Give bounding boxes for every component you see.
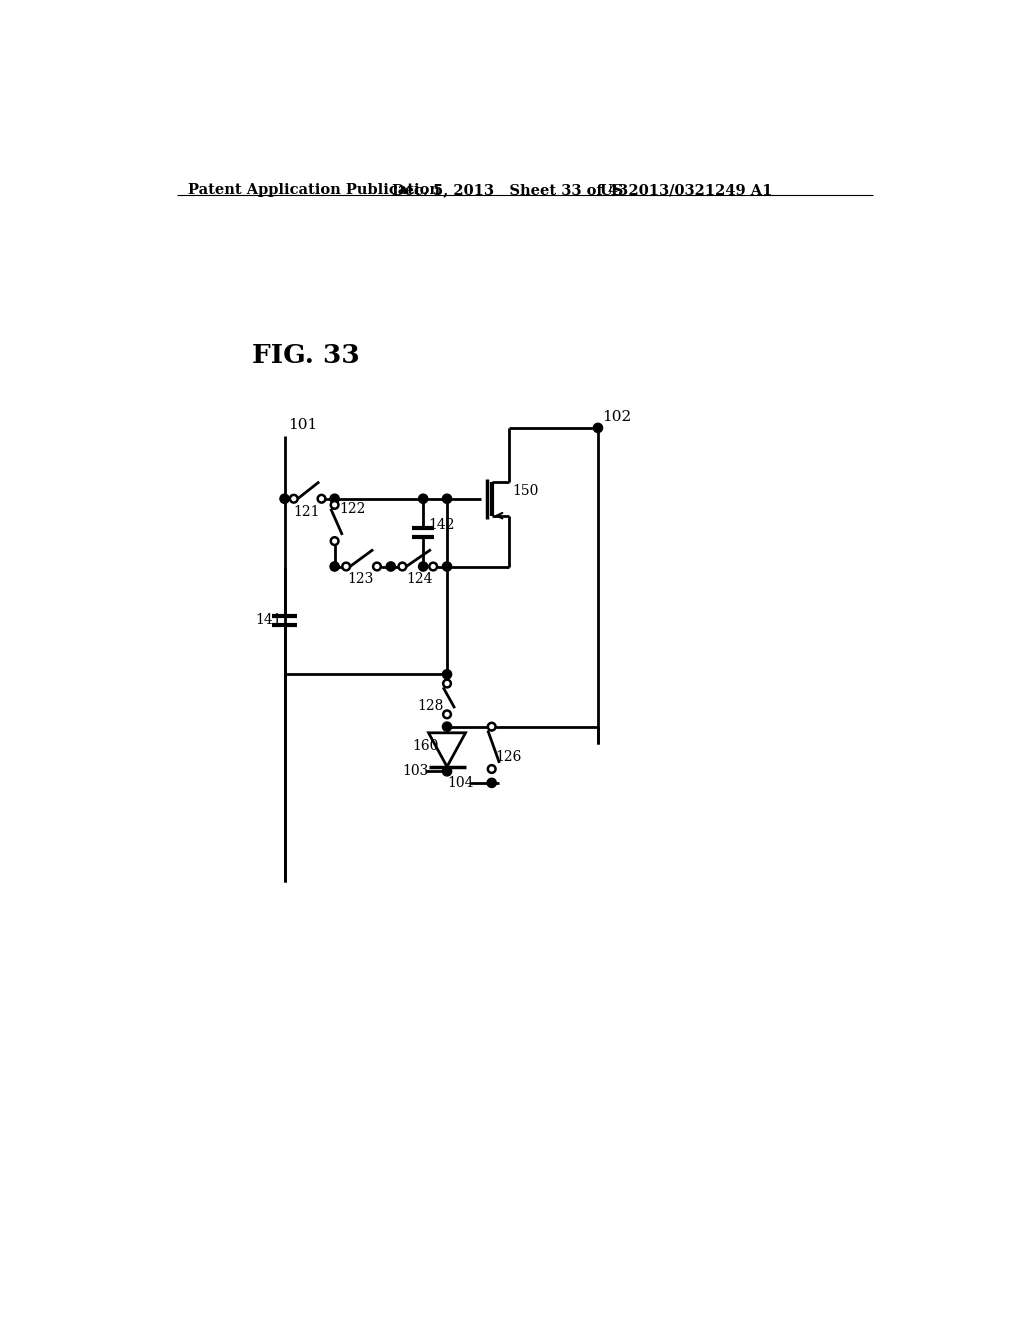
Circle shape: [373, 562, 381, 570]
Text: US 2013/0321249 A1: US 2013/0321249 A1: [600, 183, 773, 197]
Text: 122: 122: [339, 502, 366, 516]
Text: 124: 124: [407, 573, 433, 586]
Circle shape: [330, 494, 339, 503]
Circle shape: [331, 537, 339, 545]
Text: 123: 123: [348, 573, 374, 586]
Text: 142: 142: [429, 517, 455, 532]
Text: 121: 121: [294, 504, 321, 519]
Circle shape: [442, 494, 452, 503]
Circle shape: [386, 562, 395, 572]
Circle shape: [443, 680, 451, 688]
Text: 141: 141: [255, 614, 282, 627]
Circle shape: [429, 562, 437, 570]
Text: 101: 101: [289, 417, 317, 432]
Text: 102: 102: [602, 411, 631, 424]
Circle shape: [442, 767, 452, 776]
Text: 104: 104: [447, 776, 473, 789]
Circle shape: [317, 495, 326, 503]
Circle shape: [442, 562, 452, 572]
Text: Dec. 5, 2013   Sheet 33 of 43: Dec. 5, 2013 Sheet 33 of 43: [392, 183, 629, 197]
Circle shape: [331, 502, 339, 508]
Text: 128: 128: [418, 700, 444, 714]
Circle shape: [443, 710, 451, 718]
Text: 103: 103: [402, 764, 429, 779]
Circle shape: [442, 722, 452, 731]
Circle shape: [487, 779, 497, 788]
Text: Patent Application Publication: Patent Application Publication: [188, 183, 440, 197]
Circle shape: [419, 494, 428, 503]
Text: 150: 150: [512, 484, 539, 498]
Circle shape: [290, 495, 298, 503]
Circle shape: [442, 669, 452, 678]
Circle shape: [330, 562, 339, 572]
Circle shape: [487, 766, 496, 774]
Circle shape: [398, 562, 407, 570]
Circle shape: [593, 424, 602, 433]
Circle shape: [419, 562, 428, 572]
Text: 160: 160: [413, 739, 438, 752]
Text: FIG. 33: FIG. 33: [252, 343, 360, 368]
Circle shape: [487, 723, 496, 730]
Circle shape: [280, 494, 289, 503]
Circle shape: [342, 562, 350, 570]
Text: 126: 126: [496, 750, 522, 764]
